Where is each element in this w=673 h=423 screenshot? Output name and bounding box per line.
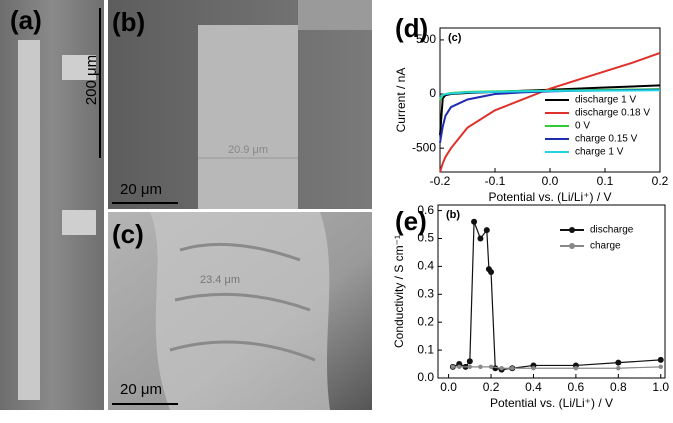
y-tick-label: -500 (412, 140, 436, 154)
plot-frame (437, 204, 666, 379)
x-tick-label: 0.0 (440, 380, 457, 394)
data-point (531, 366, 536, 371)
sem-feature (62, 210, 96, 235)
data-point (658, 364, 663, 370)
series-line (452, 366, 661, 369)
x-axis-label: Potential vs. (Li/Li⁺) / V (490, 396, 613, 410)
legend-label: discharge 1 V (575, 95, 636, 106)
data-point (499, 366, 504, 371)
data-point (471, 218, 478, 225)
panel-label: (e) (395, 206, 427, 236)
data-point (467, 364, 473, 370)
annotation: 23.4 μm (200, 274, 240, 286)
x-tick-label: 0.2 (483, 380, 500, 394)
x-tick-label: 0.2 (652, 174, 669, 188)
sem-feature (150, 212, 330, 410)
data-point (657, 356, 664, 363)
data-point (488, 364, 494, 370)
inset-label: (c) (448, 32, 462, 44)
y-tick-label: 0.5 (417, 231, 434, 245)
inset-label: (b) (446, 209, 460, 221)
legend-label: charge 1 V (575, 147, 624, 158)
y-tick-label: 0.0 (417, 370, 434, 384)
legend-label: charge (590, 241, 621, 252)
data-point (478, 364, 483, 370)
y-tick-label: 500 (416, 32, 436, 46)
wrinkles (169, 242, 316, 362)
data-point (573, 366, 579, 371)
series-line (439, 89, 661, 100)
data-point (450, 364, 456, 370)
panel-label: (c) (112, 219, 144, 249)
x-tick-label: 0.0 (542, 174, 559, 188)
annotation: 20.9 μm (228, 144, 268, 156)
x-tick-label: 0.8 (610, 380, 627, 394)
y-tick-label: 0.6 (417, 203, 434, 217)
x-tick-label: 1.0 (652, 380, 669, 394)
scale-label: 200 μm (83, 55, 100, 105)
x-tick-label: -0.1 (485, 174, 506, 188)
data-point (510, 366, 515, 371)
data-point (488, 268, 495, 275)
y-tick-label: 0.3 (417, 286, 434, 300)
x-tick-label: 0.1 (597, 174, 614, 188)
data-point (457, 364, 462, 370)
x-tick-label: 0.4 (525, 380, 542, 394)
data-point (466, 358, 473, 365)
data-point (616, 366, 621, 371)
x-tick-label: -0.2 (430, 174, 451, 188)
scale-label: 20 μm (120, 381, 162, 398)
data-point (477, 235, 484, 242)
panel-label: (a) (10, 5, 42, 35)
y-tick-label: 0.1 (417, 342, 434, 356)
x-axis-label: Potential vs. (Li/Li⁺) / V (488, 190, 611, 204)
data-point (483, 227, 490, 234)
x-tick-label: 0.6 (568, 380, 585, 394)
sem-feature (18, 40, 40, 400)
y-axis-label: Current / nA (394, 68, 408, 133)
panel-label: (b) (112, 7, 145, 37)
data-point (615, 359, 622, 366)
legend-label: discharge 0.18 V (575, 108, 650, 119)
series-line (439, 51, 661, 173)
y-tick-label: 0 (429, 86, 436, 100)
legend-label: discharge (590, 225, 634, 236)
legend-marker (569, 227, 575, 233)
sem-feature (62, 55, 96, 80)
legend-marker (569, 243, 575, 249)
legend-label: 0 V (575, 121, 590, 132)
y-tick-label: 0.4 (417, 259, 434, 273)
series-line (452, 221, 661, 371)
sem-feature (298, 0, 372, 30)
sem-feature (198, 25, 298, 209)
legend-label: charge 0.15 V (575, 134, 638, 145)
y-tick-label: 0.2 (417, 314, 434, 328)
panel-label: (d) (395, 13, 428, 43)
scale-label: 20 μm (120, 181, 162, 198)
y-axis-label: Conductivity / S cm⁻¹ (392, 235, 406, 348)
